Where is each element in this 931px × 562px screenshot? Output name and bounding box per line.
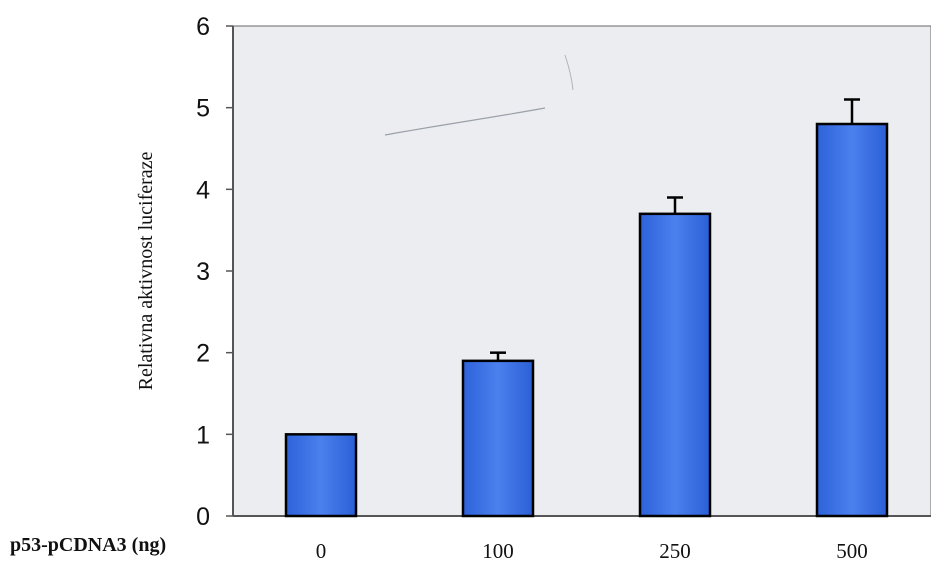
bar-250	[638, 212, 712, 518]
y-tick-label: 0	[196, 503, 210, 531]
y-tick-label: 3	[196, 258, 210, 286]
y-tick-label: 4	[196, 176, 210, 204]
bar-500	[815, 122, 889, 518]
y-tick-label: 1	[196, 421, 210, 449]
scan-mark-1	[384, 107, 546, 136]
bar-100	[461, 359, 535, 518]
bar-0	[284, 433, 358, 518]
y-axis-label: Relativna aktivnost luciferaze	[135, 151, 157, 390]
y-tick-label: 5	[196, 95, 210, 123]
x-ticks: 0 100 250 500	[316, 539, 868, 562]
y-tick-label: 6	[196, 13, 210, 41]
x-axis-label: p53-pCDNA3 (ng)	[10, 534, 166, 556]
bars	[284, 98, 889, 518]
x-tick-label: 100	[482, 539, 514, 562]
y-tick-label: 2	[196, 340, 210, 368]
x-tick-label: 0	[316, 539, 327, 562]
scan-mark-2	[564, 54, 574, 91]
y-ticks: 0 1 2 3 4 5 6	[196, 13, 233, 531]
x-tick-label: 250	[659, 539, 691, 562]
x-tick-label: 500	[836, 539, 868, 562]
